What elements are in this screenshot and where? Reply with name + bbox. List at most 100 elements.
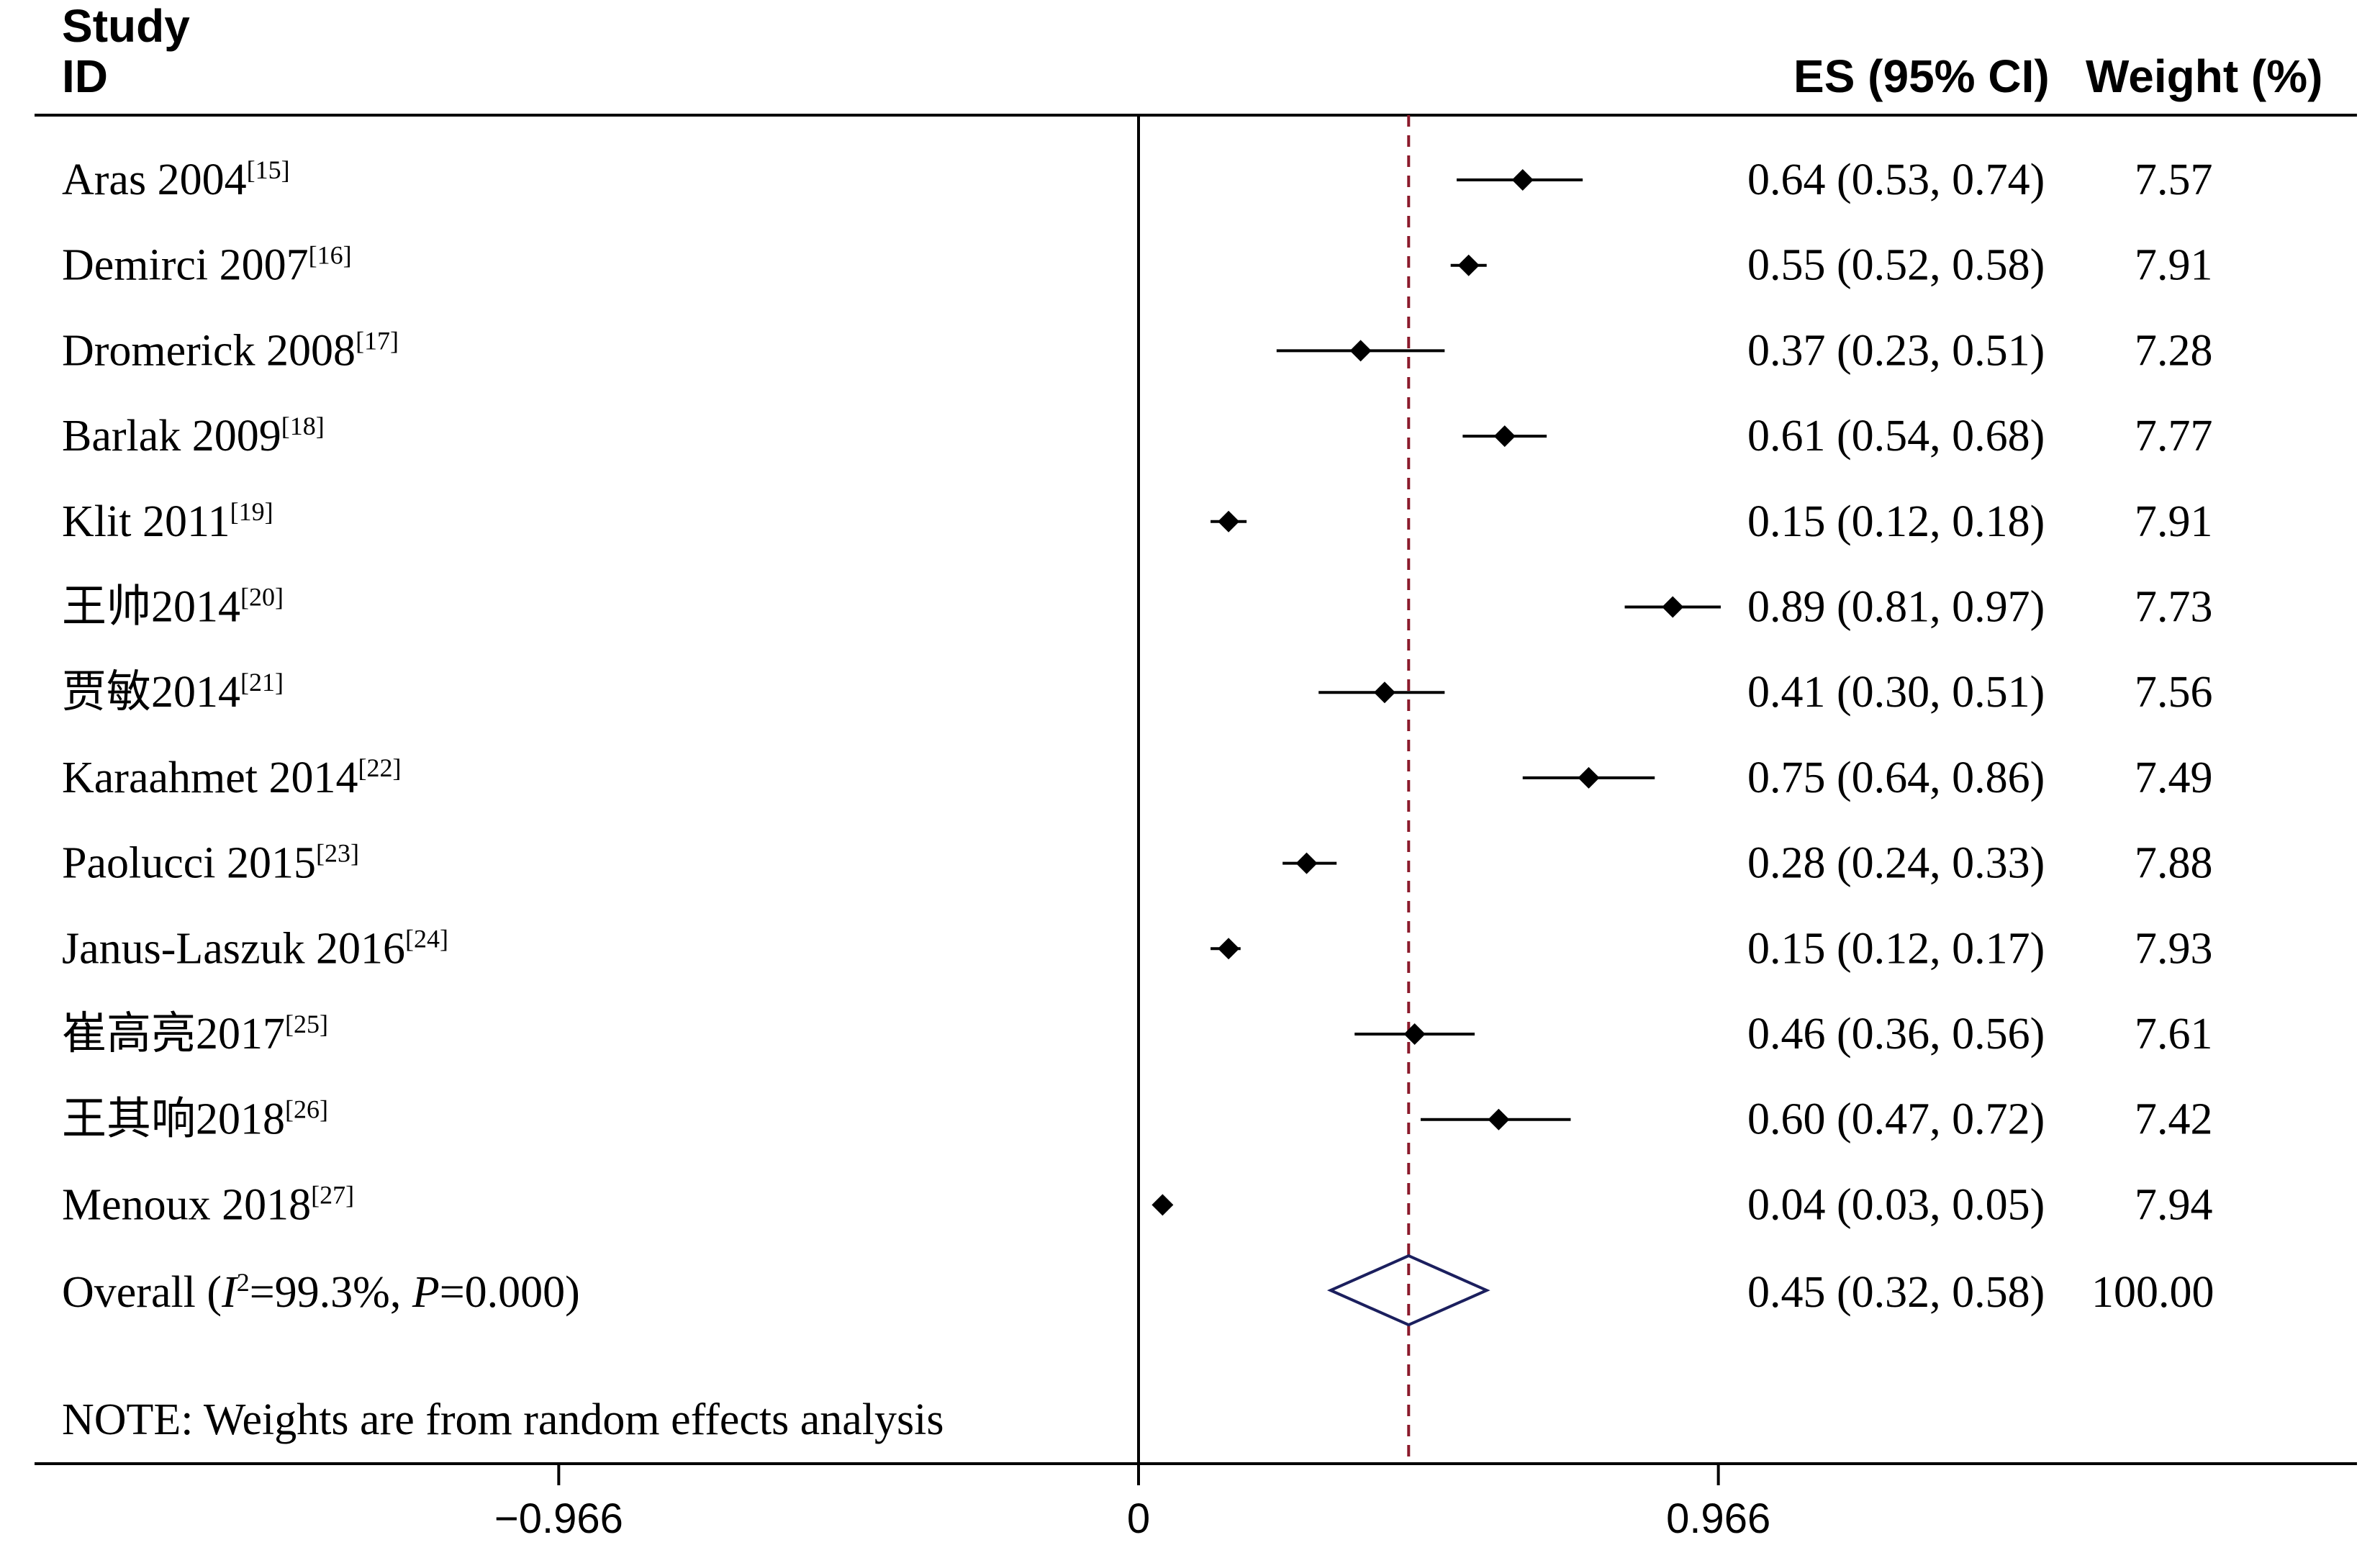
study-es-text: 0.37 (0.23, 0.51) bbox=[1747, 326, 2045, 375]
p-symbol: P bbox=[412, 1268, 440, 1317]
x-tick-label: 0.966 bbox=[1666, 1495, 1770, 1542]
study-point-estimate bbox=[1295, 852, 1318, 874]
overall-label: Overall (I2=99.3%, P=0.000) bbox=[62, 1268, 580, 1317]
study-label: Paolucci 2015[23] bbox=[62, 839, 359, 888]
study-point-estimate bbox=[1403, 1023, 1426, 1045]
study-name: Klit 2011 bbox=[62, 497, 230, 546]
study-name: Paolucci 2015 bbox=[62, 839, 316, 888]
study-weight: 7.49 bbox=[2135, 753, 2213, 802]
study-row: Klit 2011[19] 0.15 (0.12, 0.18) 7.91 bbox=[62, 497, 2213, 546]
study-reference: [18] bbox=[281, 412, 325, 440]
study-weight: 7.91 bbox=[2135, 241, 2213, 290]
study-weight: 7.73 bbox=[2135, 583, 2213, 632]
study-weight: 7.88 bbox=[2135, 839, 2213, 888]
study-name: Dromerick 2008 bbox=[62, 326, 356, 375]
study-label: Aras 2004[15] bbox=[62, 155, 290, 204]
study-es-text: 0.64 (0.53, 0.74) bbox=[1747, 155, 2045, 204]
study-weight: 7.94 bbox=[2135, 1180, 2213, 1229]
x-tick-label: 0 bbox=[1127, 1495, 1150, 1542]
study-reference: [21] bbox=[240, 668, 284, 697]
study-reference: [22] bbox=[358, 753, 401, 782]
study-row: Demirci 2007[16] 0.55 (0.52, 0.58) 7.91 bbox=[62, 241, 2213, 290]
p-value: =0.000) bbox=[440, 1268, 580, 1317]
study-es-text: 0.61 (0.54, 0.68) bbox=[1747, 412, 2045, 461]
study-row: Aras 2004[15] 0.64 (0.53, 0.74) 7.57 bbox=[62, 155, 2213, 204]
study-label: Demirci 2007[16] bbox=[62, 241, 352, 290]
study-reference: [25] bbox=[285, 1010, 328, 1038]
study-reference: [17] bbox=[356, 326, 399, 355]
study-weight: 7.42 bbox=[2135, 1095, 2213, 1144]
header-study: Study bbox=[62, 0, 190, 52]
study-row: Barlak 2009[18] 0.61 (0.54, 0.68) 7.77 bbox=[62, 412, 2213, 461]
header-es: ES (95% CI) bbox=[1793, 50, 2050, 102]
i2-symbol: I bbox=[221, 1268, 239, 1317]
study-reference: [23] bbox=[316, 839, 359, 868]
study-point-estimate bbox=[1349, 340, 1372, 362]
study-label: 王帅2014[20] bbox=[62, 583, 284, 632]
study-label: Janus-Laszuk 2016[24] bbox=[62, 924, 448, 973]
study-point-estimate bbox=[1662, 596, 1684, 618]
overall-prefix: Overall ( bbox=[62, 1268, 222, 1317]
study-row: 王其响2018[26] 0.60 (0.47, 0.72) 7.42 bbox=[62, 1095, 2213, 1144]
study-reference: [19] bbox=[230, 497, 273, 526]
overall-weight: 100.00 bbox=[2091, 1268, 2214, 1317]
study-point-estimate bbox=[1373, 681, 1395, 704]
study-es-text: 0.41 (0.30, 0.51) bbox=[1747, 668, 2045, 717]
study-es-text: 0.15 (0.12, 0.18) bbox=[1747, 497, 2045, 546]
overall-diamond bbox=[1326, 1254, 1490, 1327]
study-name: Janus-Laszuk 2016 bbox=[62, 924, 405, 973]
study-es-text: 0.60 (0.47, 0.72) bbox=[1747, 1095, 2045, 1144]
study-point-estimate bbox=[1218, 510, 1240, 533]
i2-value: =99.3%, bbox=[250, 1268, 412, 1317]
study-row: Karaahmet 2014[22] 0.75 (0.64, 0.86) 7.49 bbox=[62, 753, 2213, 802]
study-label: Klit 2011[19] bbox=[62, 497, 273, 546]
study-es-text: 0.28 (0.24, 0.33) bbox=[1747, 839, 2045, 888]
study-label: Menoux 2018[27] bbox=[62, 1180, 354, 1229]
study-es-text: 0.75 (0.64, 0.86) bbox=[1747, 753, 2045, 802]
study-name: Demirci 2007 bbox=[62, 241, 309, 290]
study-row: 崔高亮2017[25] 0.46 (0.36, 0.56) 7.61 bbox=[62, 1010, 2213, 1059]
study-reference: [27] bbox=[311, 1180, 354, 1209]
study-weight: 7.57 bbox=[2135, 155, 2213, 204]
study-label: 王其响2018[26] bbox=[62, 1095, 328, 1144]
study-row: 王帅2014[20] 0.89 (0.81, 0.97) 7.73 bbox=[62, 583, 2213, 632]
study-point-estimate bbox=[1488, 1108, 1510, 1131]
study-row: Dromerick 2008[17] 0.37 (0.23, 0.51) 7.28 bbox=[62, 326, 2213, 375]
study-point-estimate bbox=[1493, 425, 1516, 448]
study-es-text: 0.04 (0.03, 0.05) bbox=[1747, 1180, 2045, 1229]
study-label: Barlak 2009[18] bbox=[62, 412, 325, 461]
i2-superscript: 2 bbox=[237, 1268, 250, 1297]
study-name: Karaahmet 2014 bbox=[62, 753, 358, 802]
footnote: NOTE: Weights are from random effects an… bbox=[62, 1395, 944, 1444]
study-weight: 7.28 bbox=[2135, 326, 2213, 375]
study-weight: 7.77 bbox=[2135, 412, 2213, 461]
study-name: Barlak 2009 bbox=[62, 412, 281, 461]
study-es-text: 0.46 (0.36, 0.56) bbox=[1747, 1010, 2045, 1059]
study-name: 贾敏2014 bbox=[62, 668, 240, 717]
study-weight: 7.56 bbox=[2135, 668, 2213, 717]
study-es-text: 0.15 (0.12, 0.17) bbox=[1747, 924, 2045, 973]
study-es-text: 0.55 (0.52, 0.58) bbox=[1747, 241, 2045, 290]
study-point-estimate bbox=[1218, 938, 1240, 960]
study-point-estimate bbox=[1578, 766, 1600, 789]
study-row: 贾敏2014[21] 0.41 (0.30, 0.51) 7.56 bbox=[62, 668, 2213, 717]
study-weight: 7.61 bbox=[2135, 1010, 2213, 1059]
study-row: Paolucci 2015[23] 0.28 (0.24, 0.33) 7.88 bbox=[62, 839, 2213, 888]
study-label: Dromerick 2008[17] bbox=[62, 326, 399, 375]
study-name: Menoux 2018 bbox=[62, 1180, 311, 1229]
study-name: 王其响2018 bbox=[62, 1095, 285, 1144]
x-tick-label: −0.966 bbox=[494, 1495, 623, 1542]
study-label: Karaahmet 2014[22] bbox=[62, 753, 401, 802]
study-name: 崔高亮2017 bbox=[62, 1010, 285, 1059]
study-row: Menoux 2018[27] 0.04 (0.03, 0.05) 7.94 bbox=[62, 1180, 2213, 1229]
study-es-text: 0.89 (0.81, 0.97) bbox=[1747, 583, 2045, 632]
study-name: 王帅2014 bbox=[62, 583, 240, 632]
study-name: Aras 2004 bbox=[62, 155, 247, 204]
study-point-estimate bbox=[1151, 1194, 1174, 1216]
study-point-estimate bbox=[1457, 254, 1480, 276]
header-id: ID bbox=[62, 50, 108, 102]
study-reference: [20] bbox=[240, 583, 284, 612]
study-weight: 7.91 bbox=[2135, 497, 2213, 546]
study-label: 崔高亮2017[25] bbox=[62, 1010, 328, 1059]
